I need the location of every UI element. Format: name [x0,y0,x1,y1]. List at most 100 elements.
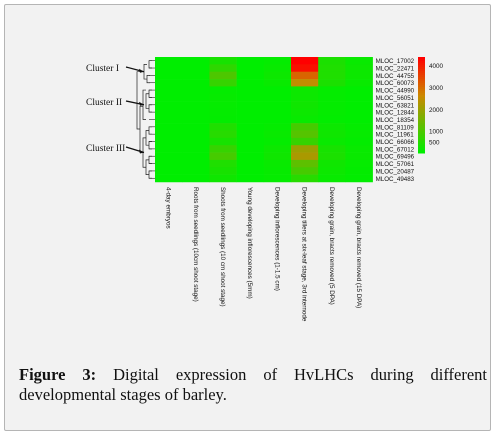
color-scale-step [418,97,425,100]
dendrogram-branch [148,126,152,135]
dendrogram-branch [145,93,149,109]
heatmap-cell [182,79,210,87]
color-scale-step [418,111,425,114]
heatmap-cell [345,71,373,80]
heatmap-cell [263,71,292,80]
gene-label: MLOC_49483 [376,176,415,183]
heatmap-cell [236,79,265,87]
heatmap-cell [263,86,292,95]
heatmap-cell [291,137,319,146]
color-scale-step [418,93,425,96]
color-scale-step [418,91,425,94]
color-scale-step [418,133,425,136]
heatmap-cell [236,86,265,95]
heatmap-cell [318,71,346,80]
color-scale-step [418,57,425,60]
heatmap-cell [345,123,373,131]
heatmap-cell [291,79,319,87]
color-scale-step [418,87,425,90]
heatmap-cell [345,145,373,153]
heatmap-cell [155,137,183,146]
heatmap-cell [182,64,210,72]
heatmap-cell [182,115,210,124]
color-scale-step [418,67,425,70]
heatmap-cell [263,79,292,87]
color-scale-step [418,75,425,78]
heatmap-cell [263,93,292,102]
heatmap-cell [155,115,183,124]
heatmap-cell [345,152,373,161]
color-scale-step [418,119,425,122]
dendrogram-branch [148,60,152,69]
heatmap-cell [236,159,265,168]
heatmap-cell [209,152,237,161]
heatmap-cell [318,130,346,139]
color-scale-step [418,95,425,98]
heatmap-cell [263,167,292,175]
heatmap-cell [209,115,237,124]
heatmap-cell [236,152,265,161]
heatmap-cell [318,115,346,124]
color-scale-step [418,73,425,76]
heatmap-cell [263,159,292,168]
color-scale-step [418,79,425,82]
color-scale-tick-label: 1000 [429,129,444,136]
gene-label: MLOC_18354 [376,117,415,124]
cluster-arrowhead [139,68,144,73]
heatmap-cell [318,108,346,117]
heatmap-cell [182,137,210,146]
gene-label: MLOC_60073 [376,80,415,87]
color-scale-step [418,99,425,102]
heatmap-cell [236,123,265,131]
dendrogram-branch [148,170,152,179]
heatmap-cell [236,145,265,153]
color-scale-step [418,61,425,64]
heatmap-cell [318,64,346,72]
heatmap-cell [263,57,292,65]
heatmap-cell [209,159,237,168]
heatmap-cell [291,130,319,139]
heatmap-cell [236,108,265,117]
heatmap-cell [263,101,292,109]
color-scale-step [418,129,425,132]
heatmap-cell [291,123,319,131]
heatmap-cell [345,137,373,146]
heatmap-cell [345,108,373,117]
gene-label: MLOC_44755 [376,73,415,80]
color-scale-step [418,65,425,68]
heatmap-cell [345,57,373,65]
heatmap-cell [182,159,210,168]
figure-label: Figure 3: [19,365,97,384]
heatmap-cell [345,167,373,175]
heatmap-cell [318,79,346,87]
color-scale-step [418,77,425,80]
cluster-arrowhead [139,149,144,154]
heatmap-cell [209,108,237,117]
color-scale-step [418,105,425,108]
heatmap-cell [318,123,346,131]
gene-label: MLOC_22471 [376,66,415,73]
dendrogram-branch [145,159,149,175]
color-scale-step [418,107,425,110]
color-scale-step [418,101,425,104]
heatmap-cell [263,137,292,146]
dendrogram-branch [146,75,150,84]
color-scale-tick-label: 2000 [429,107,444,114]
heatmap-cell [236,71,265,80]
color-scale-tick-label: 4000 [429,63,444,70]
sample-label: Developing tillers at six-leaf stage, 3r… [301,187,308,322]
dendrogram-branch [148,104,152,113]
color-scale-step [418,149,425,152]
heatmap-cell [155,93,183,102]
color-scale-tick-label: 500 [429,140,440,147]
heatmap-cell [209,93,237,102]
heatmap-cell [155,64,183,72]
heatmap-cell [182,152,210,161]
heatmap-cell [291,167,319,175]
heatmap-cell [291,86,319,95]
heatmap-cell [182,108,210,117]
color-scale-step [418,131,425,134]
heatmap-cell [291,71,319,80]
heatmap-cell [236,174,265,183]
color-scale-step [418,127,425,130]
